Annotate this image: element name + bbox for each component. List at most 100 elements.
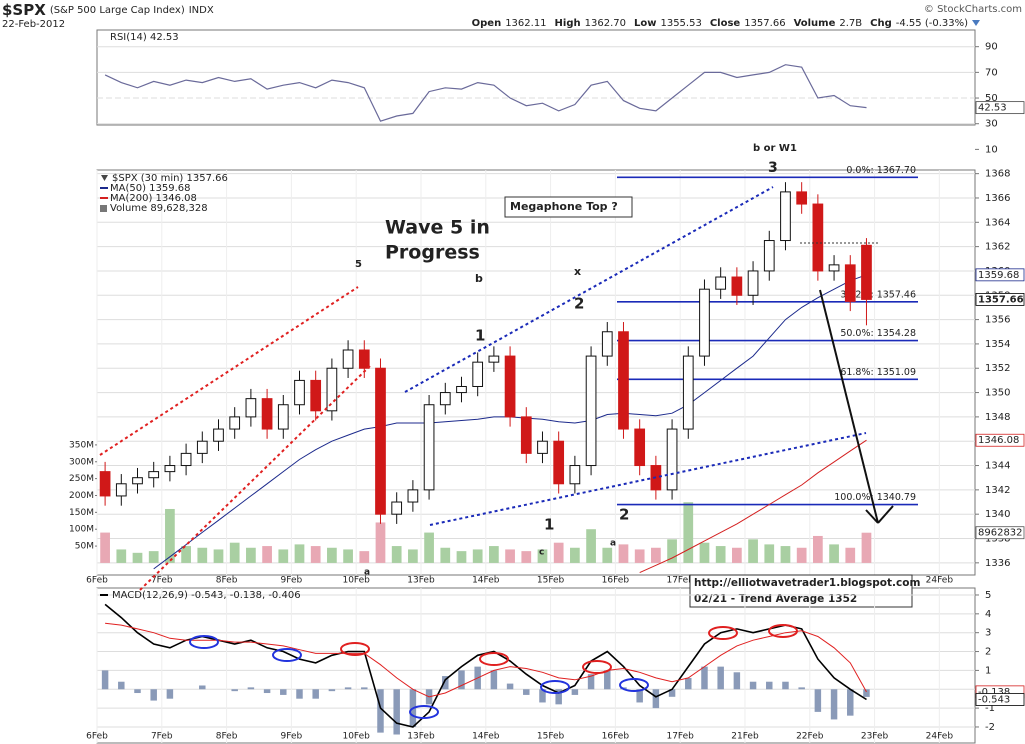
highlight-ellipse bbox=[272, 648, 302, 662]
candle-body bbox=[796, 191, 808, 205]
candle-body bbox=[844, 264, 856, 302]
candle-body bbox=[585, 355, 597, 467]
volume-bar bbox=[327, 547, 337, 563]
candle-body bbox=[180, 452, 192, 467]
wave-annotation: 1 bbox=[544, 516, 554, 534]
candle-body bbox=[294, 379, 305, 406]
volume-bar bbox=[375, 522, 386, 563]
candle-body bbox=[261, 398, 273, 430]
x-tick-label: 15Feb bbox=[537, 576, 565, 586]
quote-value: -4.55 (-0.33%) bbox=[896, 18, 968, 29]
candle-body bbox=[213, 428, 224, 442]
x-tick-label: 16Feb bbox=[602, 576, 630, 586]
y-tick-label: 1350 bbox=[985, 388, 1010, 399]
x-tick-label: 22Feb bbox=[796, 732, 824, 742]
x-tick-label: 21Feb bbox=[731, 732, 759, 742]
x-tick-label: 7Feb bbox=[151, 732, 173, 742]
x-tick-label: 9Feb bbox=[281, 732, 303, 742]
candle-body bbox=[358, 349, 370, 369]
fib-label: 38.2%: 1357.46 bbox=[840, 289, 916, 300]
volume-bar bbox=[537, 549, 548, 563]
volume-bar bbox=[213, 549, 224, 563]
y-tick-label: 1366 bbox=[985, 193, 1010, 204]
x-tick-label: 16Feb bbox=[602, 732, 630, 742]
index-name: (S&P 500 Large Cap Index) bbox=[50, 5, 185, 16]
x-tick-label: 8Feb bbox=[216, 732, 238, 742]
highlight-ellipse bbox=[479, 652, 509, 666]
candle-body bbox=[115, 483, 127, 497]
volume-bar bbox=[780, 546, 791, 563]
y-tick-label: 1344 bbox=[985, 461, 1010, 472]
candle-body bbox=[148, 471, 160, 479]
wave-annotation: Progress bbox=[385, 242, 480, 264]
panel-legend: RSI(14) 42.53 bbox=[110, 32, 179, 43]
candle-body bbox=[812, 203, 824, 272]
y-tick-label: 1356 bbox=[985, 315, 1010, 326]
wave-annotation: 3 bbox=[768, 160, 778, 176]
url: http://elliotwavetrader1.blogspot.com bbox=[694, 577, 920, 589]
credit: © StockCharts.com bbox=[924, 4, 1022, 15]
histogram-bar bbox=[166, 689, 174, 699]
volume-bar bbox=[586, 529, 596, 563]
volume-bar bbox=[343, 549, 353, 563]
value-tag bbox=[975, 526, 1025, 540]
candle-body bbox=[229, 416, 241, 430]
histogram-bar bbox=[312, 689, 319, 699]
volume-bar bbox=[148, 551, 159, 563]
histogram-bar bbox=[863, 689, 870, 697]
value-tag bbox=[975, 433, 1025, 447]
candle-body bbox=[310, 379, 322, 412]
histogram-bar bbox=[199, 685, 206, 690]
volume-bar bbox=[359, 551, 370, 563]
volume-bar bbox=[132, 552, 143, 563]
volume-bar bbox=[456, 551, 467, 563]
y-tick-label: 1348 bbox=[985, 412, 1010, 423]
trend-line bbox=[877, 505, 894, 524]
moving-average bbox=[639, 439, 867, 574]
quote-arrow bbox=[972, 20, 980, 26]
x-tick-label: 13Feb bbox=[407, 732, 435, 742]
wave-annotation: c bbox=[539, 548, 544, 558]
quote-value: 1362.11 bbox=[505, 18, 546, 29]
legend-swatch bbox=[100, 205, 107, 212]
wave-annotation: a bbox=[610, 539, 616, 549]
histogram-bar bbox=[247, 687, 255, 690]
highlight-ellipse bbox=[340, 642, 370, 656]
histogram-bar bbox=[604, 670, 611, 690]
wave-annotation: 1 bbox=[475, 327, 485, 345]
candle-body bbox=[132, 477, 143, 485]
candle-body bbox=[666, 428, 678, 491]
volume-tick-label: 100M bbox=[69, 525, 94, 535]
highlight-ellipse bbox=[189, 635, 219, 649]
volume-bar bbox=[278, 549, 289, 563]
volume-bar bbox=[310, 546, 321, 563]
y-tick-label: 70 bbox=[985, 67, 998, 78]
volume-bar bbox=[440, 547, 451, 563]
x-tick-label: 14Feb bbox=[472, 576, 500, 586]
candle-body bbox=[699, 288, 710, 357]
histogram-bar bbox=[134, 689, 141, 694]
histogram-bar bbox=[101, 670, 109, 690]
x-tick-label: 10Feb bbox=[342, 732, 370, 742]
fib-label: 100.0%: 1340.79 bbox=[834, 492, 916, 503]
trend-line bbox=[429, 432, 867, 526]
wave-annotation: 2 bbox=[619, 506, 629, 524]
trend-line bbox=[819, 289, 879, 524]
wave-annotation: Wave 5 in bbox=[385, 217, 490, 239]
quote-label: Low bbox=[634, 18, 656, 29]
highlight-ellipse bbox=[708, 626, 738, 640]
candle-body bbox=[488, 355, 500, 363]
volume-bar bbox=[521, 551, 532, 563]
quote-label: Open bbox=[472, 18, 502, 29]
y-tick-label: 1362 bbox=[985, 242, 1010, 253]
volume-bar bbox=[829, 544, 839, 563]
histogram-bar bbox=[118, 681, 125, 690]
value-tag-label: 1346.08 bbox=[978, 435, 1019, 446]
histogram-bar bbox=[798, 687, 805, 690]
wave-annotation: 2 bbox=[574, 295, 584, 313]
fib-label: 0.0%: 1367.70 bbox=[846, 165, 916, 176]
volume-bar bbox=[181, 546, 191, 563]
histogram-bar bbox=[458, 670, 465, 690]
histogram-bar bbox=[717, 666, 724, 690]
